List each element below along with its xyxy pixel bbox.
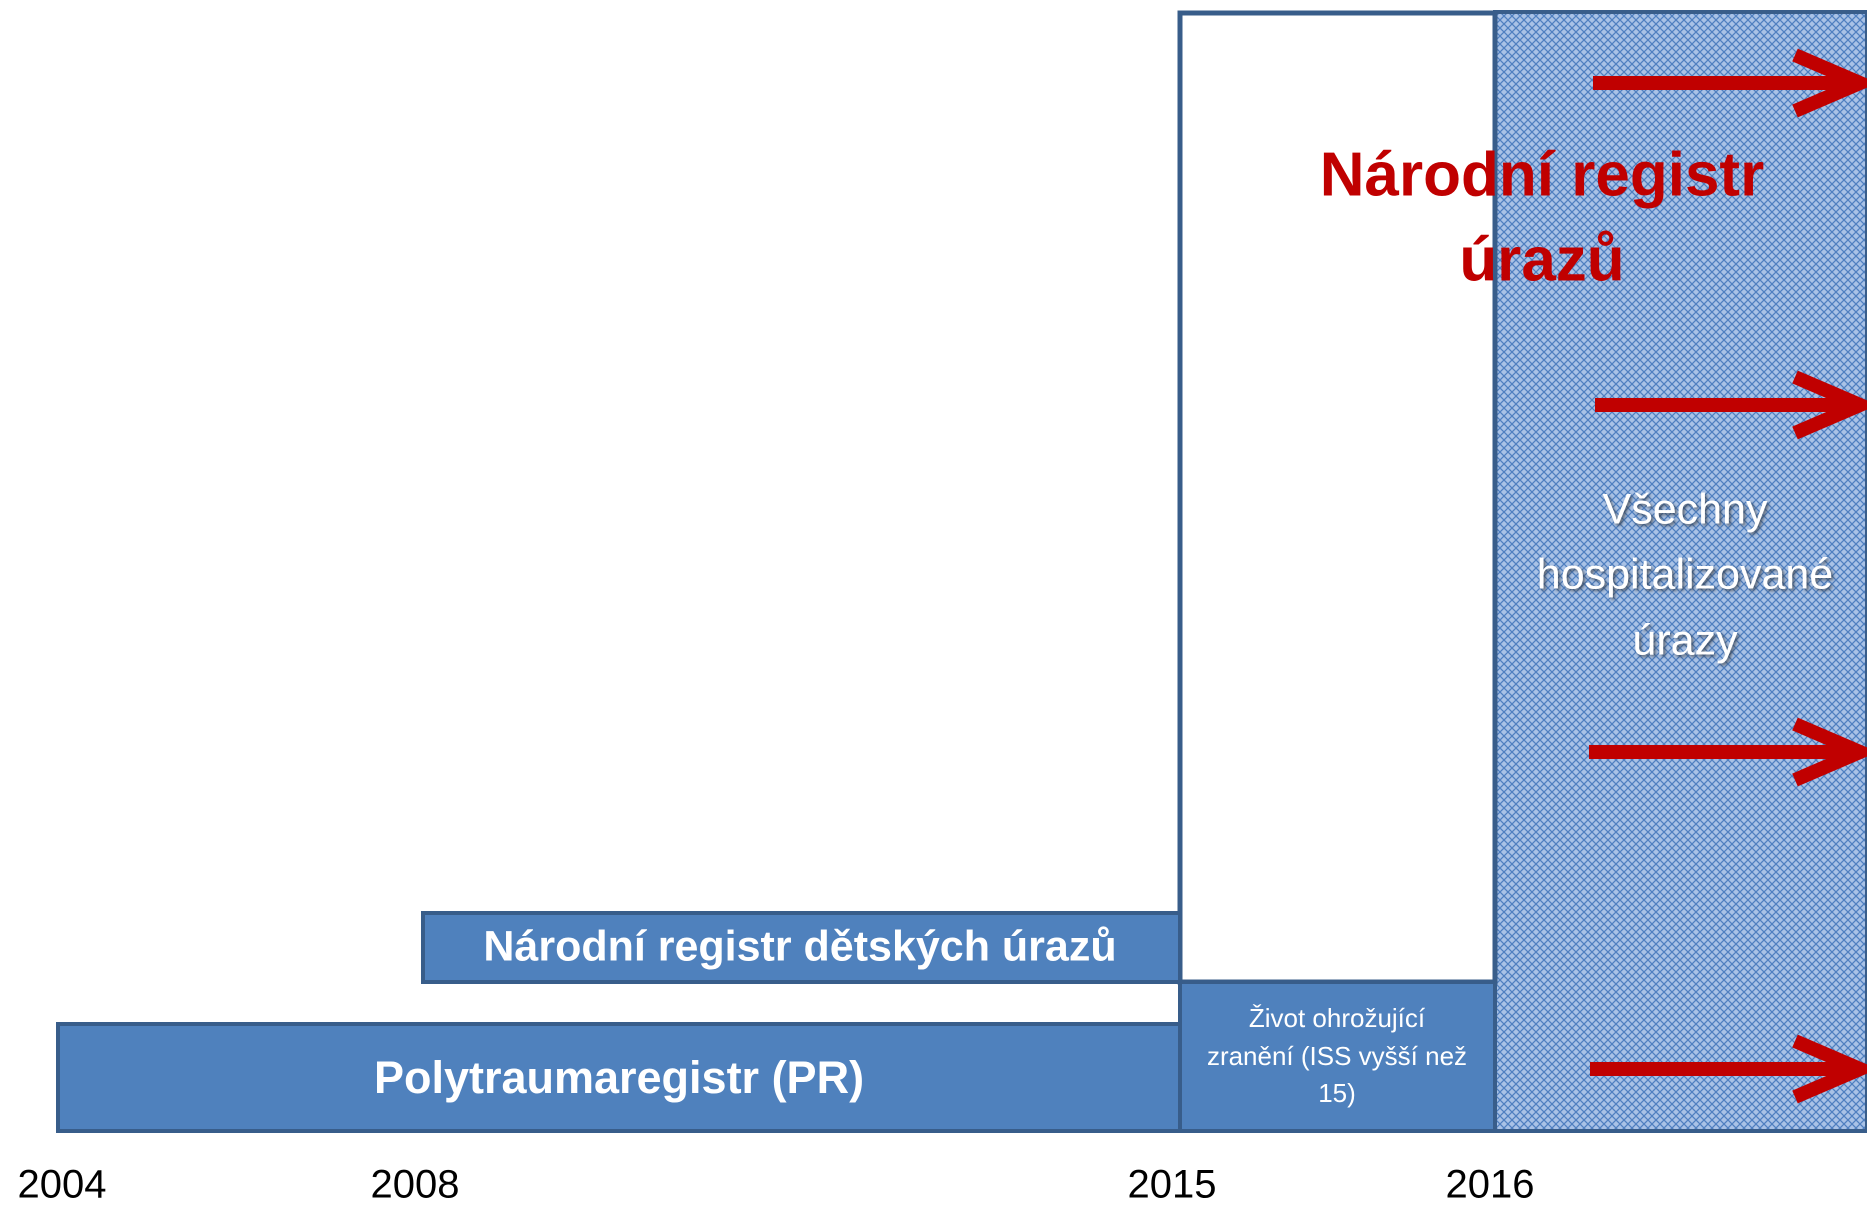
life-threat-box bbox=[1178, 980, 1497, 1133]
year-label: 2008 bbox=[371, 1163, 460, 1206]
life-threat-line: 15) bbox=[1318, 1078, 1356, 1108]
arrow bbox=[1590, 1034, 1867, 1104]
all-injuries-line: úrazy bbox=[1632, 616, 1738, 664]
all-injuries-line: hospitalizované bbox=[1537, 550, 1833, 598]
life-threat-line: Život ohrožující bbox=[1249, 1003, 1426, 1033]
arrow bbox=[1595, 370, 1867, 440]
year-label: 2004 bbox=[18, 1163, 107, 1206]
all-injuries-line: Všechny bbox=[1603, 485, 1768, 533]
title-line: Národní registr bbox=[1320, 140, 1764, 209]
title-line: úrazů bbox=[1459, 225, 1624, 294]
child-register-label: Národní registr dětských úrazů bbox=[483, 922, 1116, 970]
hatched-area bbox=[1493, 10, 1867, 1133]
child-register-bar bbox=[421, 911, 1182, 984]
polytrauma-label: Polytraumaregistr (PR) bbox=[374, 1052, 864, 1103]
white-box bbox=[1177, 10, 1498, 985]
arrow bbox=[1593, 48, 1867, 118]
polytrauma-bar bbox=[56, 1022, 1182, 1133]
life-threat-line: zranění (ISS vyšší než bbox=[1207, 1041, 1467, 1071]
year-label: 2016 bbox=[1446, 1163, 1535, 1206]
arrows bbox=[1589, 48, 1867, 1104]
arrow bbox=[1589, 717, 1867, 787]
year-label: 2015 bbox=[1128, 1163, 1217, 1206]
